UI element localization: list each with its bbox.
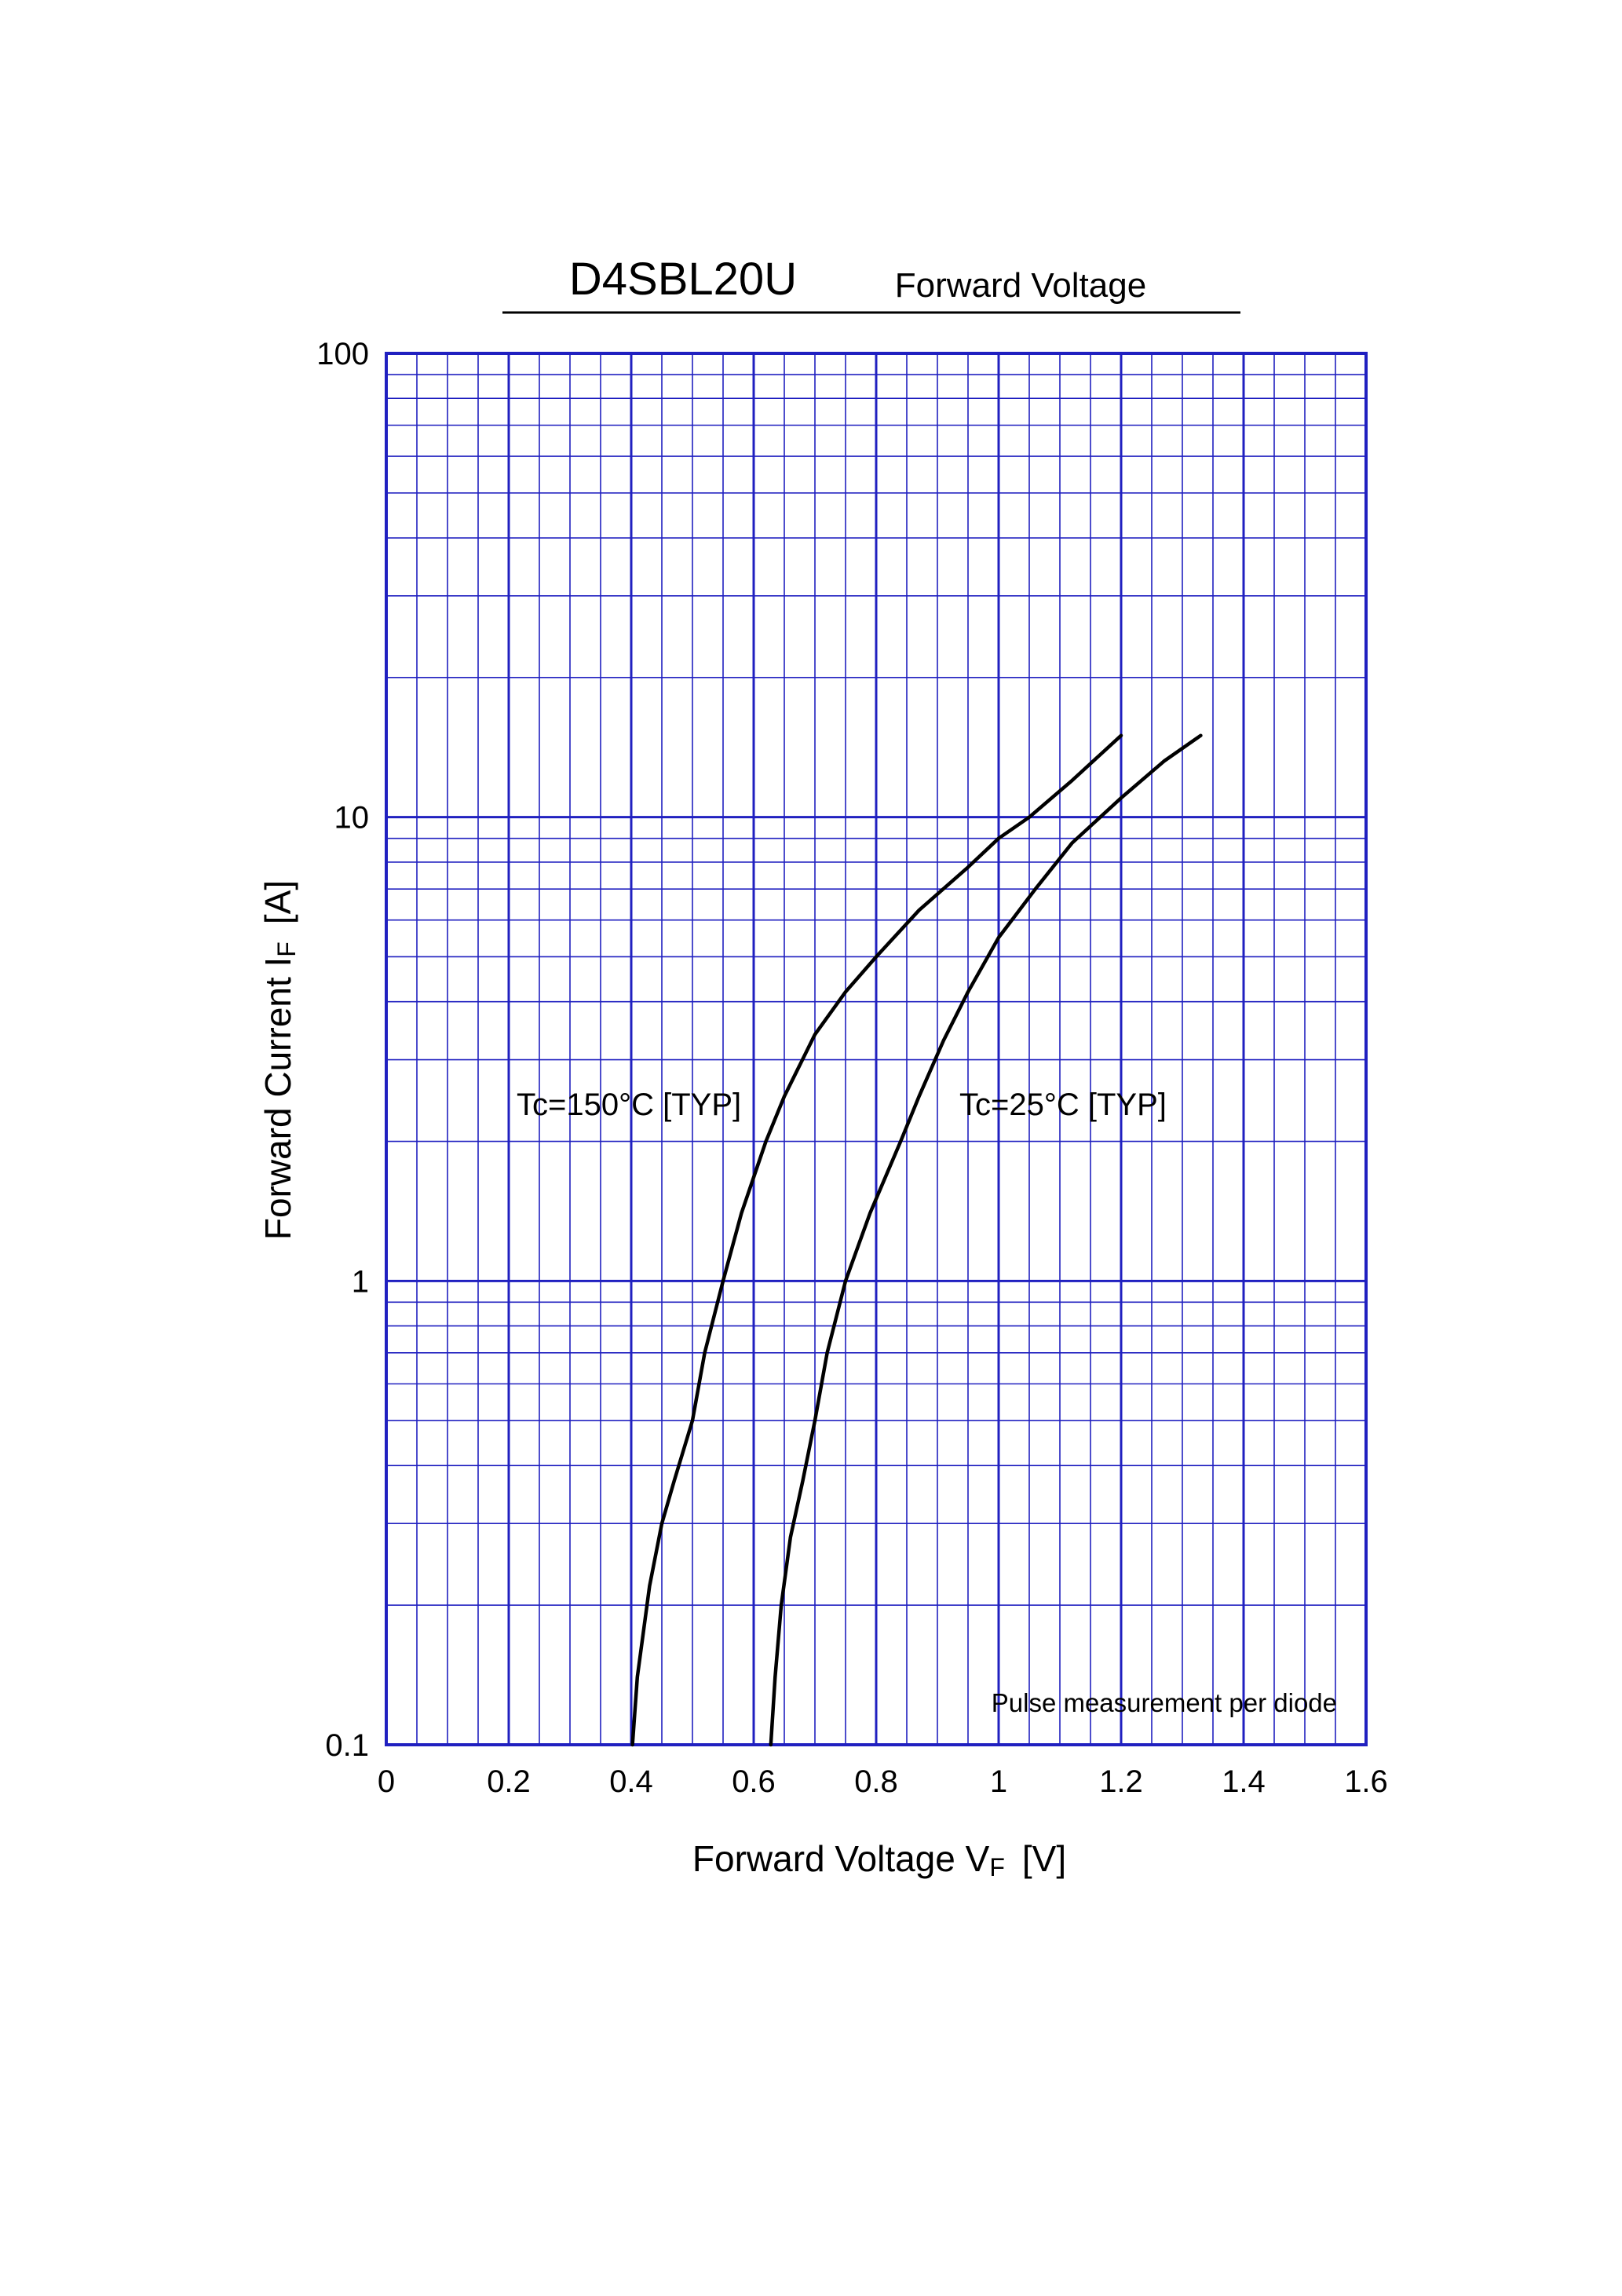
annotation-tc150: Tc=150°C [TYP] [517,1088,741,1122]
y-tick-label: 100 [316,337,369,371]
x-axis-label-unit: [V] [1022,1838,1066,1879]
x-axis-label-main: Forward Voltage V [692,1838,990,1879]
y-tick-label: 0.1 [325,1728,369,1763]
x-tick-label: 0.4 [609,1764,653,1799]
annotation-tc25: Tc=25°C [TYP] [959,1088,1167,1122]
x-tick-label: 0.2 [487,1764,531,1799]
x-tick-label: 0.8 [854,1764,898,1799]
chart-subtitle: Forward Voltage [895,266,1146,305]
grid-major [386,353,1366,1745]
x-axis-label: Forward Voltage VF [V] [692,1838,1066,1881]
y-axis-label-unit: [A] [258,880,298,924]
chart-title: D4SBL20U [569,254,797,305]
x-tick-label: 1.2 [1099,1764,1143,1799]
x-tick-label: 0.6 [732,1764,776,1799]
plot-border [385,352,1368,1746]
y-axis-label-sub: F [272,941,301,957]
y-tick-label: 10 [334,801,370,835]
x-tick-label: 0 [378,1764,395,1799]
x-tick-labels: 0 0.2 0.4 0.6 0.8 1 1.2 1.4 1.6 [378,1764,1388,1799]
annotation-pulse: Pulse measurement per diode [992,1688,1337,1717]
curve-tc25 [769,733,1203,1747]
y-tick-label: 1 [352,1264,369,1299]
curves [630,733,1203,1747]
x-tick-label: 1 [990,1764,1007,1799]
curve-tc150 [630,733,1123,1747]
y-axis-label-main: Forward Current I [258,957,298,1240]
y-tick-labels: 0.1 1 10 100 [316,337,369,1763]
grid-minor [386,353,1366,1745]
y-axis-label: Forward Current IF [A] [258,880,301,1240]
x-tick-label: 1.4 [1222,1764,1266,1799]
x-axis-label-sub: F [989,1853,1005,1881]
x-tick-label: 1.6 [1344,1764,1388,1799]
